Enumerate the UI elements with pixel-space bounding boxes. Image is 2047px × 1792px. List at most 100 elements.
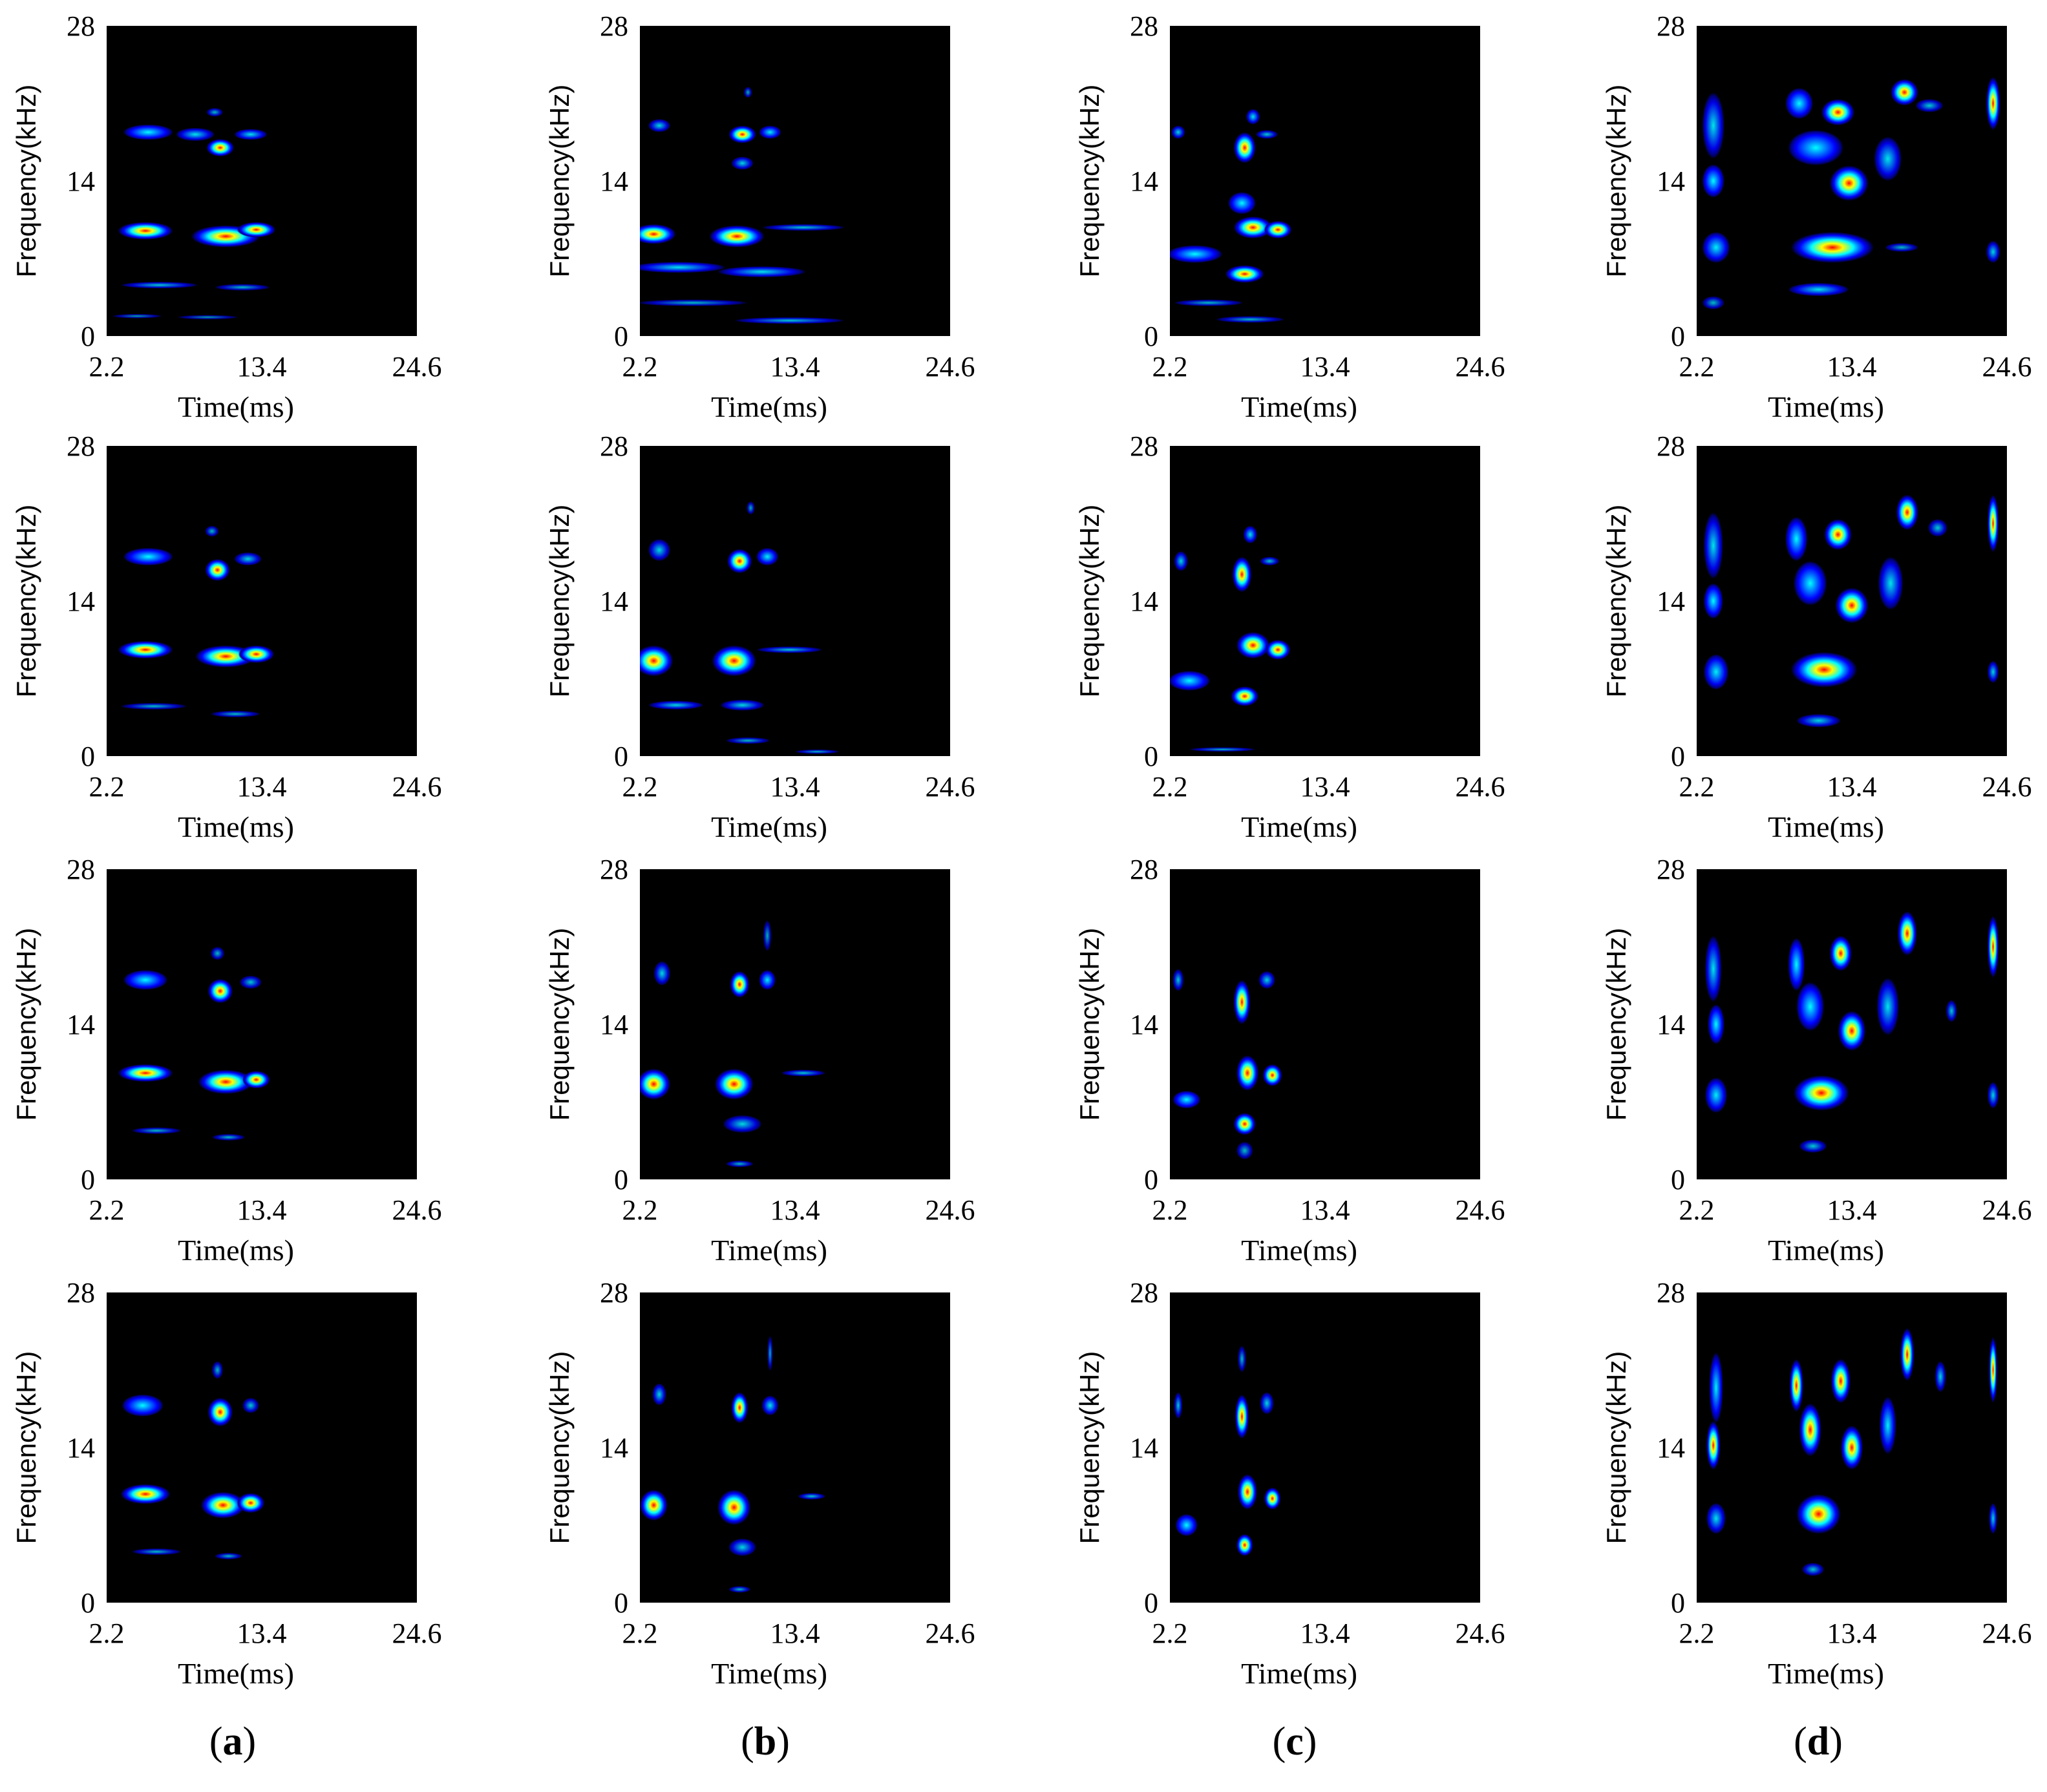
y-tick-label: 14 (600, 1432, 628, 1464)
energy-blob (1785, 88, 1814, 119)
x-tick-label: 2.2 (1152, 351, 1188, 383)
x-tick-label: 24.6 (1456, 771, 1505, 803)
y-axis-label: Frequency(kHz) (11, 1351, 41, 1544)
energy-blob (215, 284, 270, 291)
x-axis-label: Time(ms) (711, 1234, 827, 1267)
energy-blob (131, 1548, 182, 1555)
plot-area (107, 446, 417, 756)
energy-blob (123, 547, 173, 566)
energy-blob (795, 749, 840, 754)
energy-blob (1233, 132, 1256, 163)
energy-blob (242, 1071, 270, 1089)
energy-blob (1988, 494, 1999, 553)
energy-blob (734, 317, 845, 324)
energy-blob (1709, 1352, 1723, 1424)
energy-blob (761, 1395, 779, 1416)
energy-blob (727, 549, 752, 574)
y-tick-label: 0 (81, 741, 95, 772)
energy-blob (640, 1068, 671, 1100)
energy-blob (131, 1127, 182, 1134)
x-axis-label: Time(ms) (1768, 810, 1884, 843)
energy-blob (761, 224, 845, 231)
y-tick-label: 28 (1657, 854, 1685, 885)
energy-blob (720, 699, 765, 711)
spectrogram-panel-d-1: 2.2 13.4 24.6 0 14 28 Time(ms) Frequency(kHz) (1601, 10, 2032, 423)
energy-blob (1821, 99, 1855, 126)
energy-blob (1915, 99, 1944, 112)
energy-blob (1896, 494, 1918, 531)
energy-blob (118, 640, 173, 659)
energy-blob (1172, 969, 1184, 991)
y-tick-label: 28 (67, 430, 95, 462)
energy-blob (640, 1490, 668, 1521)
energy-blob (759, 970, 776, 990)
y-tick-label: 0 (614, 741, 628, 772)
energy-blob (1236, 1534, 1253, 1556)
x-axis-label: Time(ms) (1241, 810, 1357, 843)
y-tick-label: 0 (614, 321, 628, 352)
y-tick-label: 28 (1657, 430, 1685, 462)
x-tick-label: 24.6 (1982, 1618, 2032, 1649)
spectrogram-panel-b-2: 2.2 13.4 24.6 0 14 28 Time(ms) Frequency(kHz) (544, 430, 975, 843)
x-tick-label: 13.4 (770, 1618, 820, 1649)
energy-blob (1986, 240, 2000, 263)
energy-blob (123, 124, 173, 140)
x-tick-label: 24.6 (1982, 1194, 2032, 1226)
plot-area (640, 869, 950, 1179)
energy-blob (1238, 1474, 1257, 1510)
energy-blob (1796, 713, 1841, 728)
x-axis-label: Time(ms) (1768, 390, 1884, 423)
energy-blob (1706, 1420, 1721, 1470)
x-tick-label: 13.4 (770, 351, 820, 383)
energy-blob (122, 1394, 164, 1417)
y-axis-label: Frequency(kHz) (11, 85, 41, 278)
x-tick-label: 13.4 (1300, 1618, 1350, 1649)
spectrogram-panel-c-4: 2.2 13.4 24.6 0 14 28 Time(ms) Frequency(kHz) (1074, 1277, 1505, 1690)
spectrogram-panel-d-3: 2.2 13.4 24.6 0 14 28 Time(ms) Frequency(kHz) (1601, 854, 2032, 1267)
energy-blob (640, 299, 748, 306)
x-tick-label: 13.4 (237, 1618, 287, 1649)
x-tick-label: 24.6 (1456, 1194, 1505, 1226)
spectrogram-panel-b-3: 2.2 13.4 24.6 0 14 28 Time(ms) Frequency(kHz) (544, 854, 975, 1267)
energy-blob (1236, 632, 1270, 659)
x-tick-label: 2.2 (622, 771, 658, 803)
energy-blob (120, 282, 198, 289)
x-tick-label: 2.2 (89, 771, 125, 803)
energy-blob (1262, 1064, 1282, 1087)
energy-blob (756, 646, 823, 653)
y-tick-label: 14 (1130, 165, 1158, 197)
y-tick-label: 14 (67, 585, 95, 617)
panel-label-b: (b) (741, 1720, 790, 1764)
energy-blob (1702, 92, 1724, 159)
energy-blob (1264, 1487, 1281, 1510)
energy-blob (1988, 660, 1999, 683)
energy-blob (1174, 1392, 1183, 1419)
energy-blob (1174, 299, 1244, 306)
energy-blob (1785, 516, 1808, 562)
energy-blob (1260, 556, 1280, 566)
energy-blob (648, 119, 671, 132)
x-axis-label: Time(ms) (711, 390, 827, 423)
spectrogram-panel-b-1: 2.2 13.4 24.6 0 14 28 Time(ms) Frequency(kHz) (544, 10, 975, 423)
energy-blob (1246, 109, 1260, 125)
energy-blob (1897, 911, 1917, 956)
energy-blob (731, 156, 754, 170)
energy-blob (1989, 1336, 1998, 1404)
y-axis-label: Frequency(kHz) (1601, 505, 1631, 698)
y-tick-label: 14 (600, 165, 628, 197)
energy-blob (206, 138, 235, 157)
energy-blob (210, 947, 225, 960)
plot-area (640, 1292, 950, 1603)
x-tick-label: 13.4 (1300, 1194, 1350, 1226)
energy-blob (1927, 519, 1947, 537)
y-tick-label: 28 (67, 854, 95, 885)
spectrogram-panel-c-1: 2.2 13.4 24.6 0 14 28 Time(ms) Frequency(kHz) (1074, 10, 1505, 423)
y-tick-label: 14 (67, 1009, 95, 1040)
energy-blob (1706, 1502, 1726, 1534)
energy-blob (238, 645, 275, 663)
y-tick-label: 28 (1130, 430, 1158, 462)
energy-blob (1988, 1082, 1999, 1109)
y-tick-label: 0 (1671, 1587, 1685, 1619)
x-tick-label: 13.4 (1827, 351, 1877, 383)
